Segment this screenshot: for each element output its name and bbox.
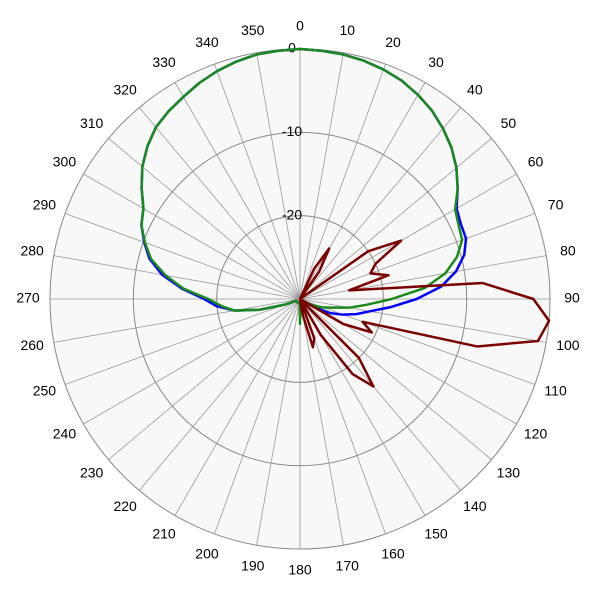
angle-label: 40 (467, 81, 483, 97)
spoke (299, 137, 492, 300)
angle-label: 300 (53, 154, 77, 170)
angle-label: 290 (33, 197, 57, 213)
angle-label: 130 (497, 465, 521, 481)
spoke (53, 298, 301, 343)
angle-label: 240 (53, 426, 77, 442)
angle-label: 120 (524, 426, 548, 442)
spoke (108, 298, 301, 461)
spoke (299, 213, 536, 300)
spoke (214, 63, 301, 300)
grid-circle (216, 215, 384, 383)
angle-label: 200 (195, 545, 219, 561)
angle-label: 310 (80, 115, 104, 131)
angle-label: 220 (113, 498, 137, 514)
spoke (299, 298, 344, 546)
grid-circle (132, 131, 468, 467)
angle-label: 250 (33, 383, 57, 399)
angle-label: 150 (424, 525, 448, 541)
spoke (299, 173, 517, 300)
r-tick-label: -20 (282, 206, 302, 222)
spoke (299, 82, 426, 300)
spoke (83, 173, 301, 300)
angle-label: 340 (195, 34, 219, 50)
spoke (299, 63, 386, 300)
angle-label: 50 (501, 115, 517, 131)
r-tick-label: -10 (282, 123, 302, 139)
angle-label: 170 (336, 558, 360, 574)
angle-label: 110 (544, 383, 567, 399)
series-line (140, 47, 464, 326)
spoke (174, 82, 301, 300)
angle-label: 90 (564, 290, 580, 306)
spoke (299, 52, 344, 300)
angle-label: 280 (20, 242, 44, 258)
spoke (299, 298, 492, 461)
angle-label: 190 (241, 558, 265, 574)
angle-label: 0 (296, 18, 304, 34)
angle-label: 10 (339, 22, 355, 38)
angle-label: 270 (16, 290, 40, 306)
spoke (299, 255, 547, 300)
angle-label: 70 (548, 197, 564, 213)
angle-label: 140 (463, 498, 487, 514)
spoke (64, 213, 301, 300)
angle-label: 350 (241, 22, 265, 38)
spoke (256, 298, 301, 546)
spoke (299, 298, 462, 491)
angle-label: 320 (113, 81, 137, 97)
spoke (138, 107, 301, 300)
angle-label: 260 (20, 337, 44, 353)
angle-label: 100 (556, 337, 580, 353)
spoke (53, 255, 301, 300)
angle-label: 60 (528, 154, 544, 170)
spoke (64, 298, 301, 385)
spoke (214, 298, 301, 535)
spoke (83, 298, 301, 425)
angle-label: 330 (152, 54, 176, 70)
spoke (256, 52, 301, 300)
spoke (108, 137, 301, 300)
spoke (299, 107, 462, 300)
angle-label: 30 (428, 54, 444, 70)
r-tick-label: 0 (288, 40, 296, 56)
angle-label: 20 (385, 34, 401, 50)
angle-label: 160 (381, 545, 405, 561)
spoke (138, 298, 301, 491)
angle-label: 210 (152, 525, 176, 541)
angle-label: 80 (560, 242, 576, 258)
series-line (298, 239, 551, 388)
spoke (174, 298, 301, 516)
spoke (299, 298, 547, 343)
angle-label: 230 (80, 465, 104, 481)
angle-label: 180 (288, 562, 312, 578)
